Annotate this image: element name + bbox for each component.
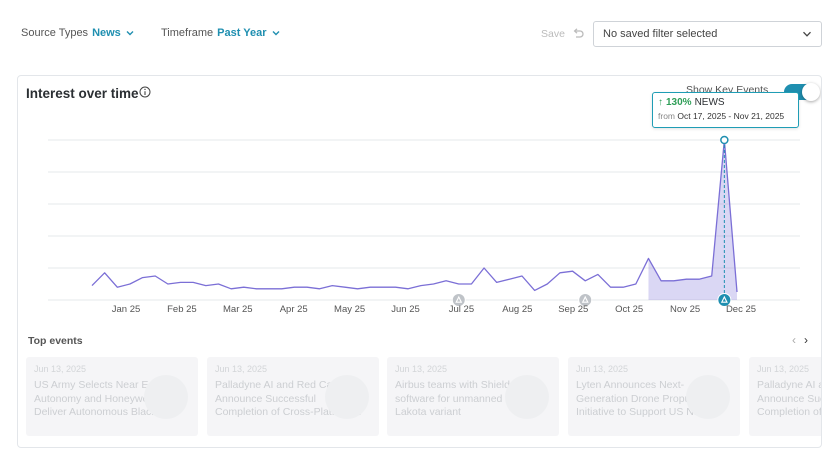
event-thumbnail (686, 375, 730, 419)
source-types-label: Source Types (21, 27, 89, 39)
chevron-down-icon (126, 31, 134, 36)
key-event-marker (717, 293, 732, 307)
event-date: Jun 13, 2025 (757, 364, 810, 374)
alert-icon (581, 295, 589, 303)
tooltip-range: Oct 17, 2025 - Nov 21, 2025 (677, 111, 785, 121)
tooltip-percent: 130% (666, 97, 692, 108)
alert-icon (720, 295, 728, 303)
event-card[interactable]: Jun 13, 2025 Lyten Announces Next-Genera… (568, 357, 740, 436)
interest-card: Interest over time Show Key Events Jan 2… (17, 75, 822, 448)
source-types-filter[interactable]: Source Types News (21, 27, 135, 39)
event-title: Lyten Announces Next-Generation Drone Pr… (576, 379, 720, 418)
save-button[interactable]: Save (541, 28, 565, 40)
tooltip-series: NEWS (694, 97, 725, 108)
event-date: Jun 13, 2025 (215, 364, 268, 374)
x-tick-label: Mar 25 (223, 304, 253, 315)
arrow-up-icon: ↑ (658, 97, 663, 108)
x-tick-label: Aug 25 (502, 304, 532, 315)
event-date: Jun 13, 2025 (34, 364, 87, 374)
x-tick-label: Dec 25 (726, 304, 756, 315)
chevron-down-icon (272, 31, 279, 36)
top-events-list: Jun 13, 2025 US Army Selects Near Earth … (26, 357, 822, 437)
timeframe-filter[interactable]: Timeframe Past Year (161, 27, 281, 39)
toggle-knob (802, 83, 820, 101)
x-tick-label: Oct 25 (615, 304, 643, 315)
event-title: US Army Selects Near Earth Autonomy and … (34, 379, 167, 418)
chevron-down-icon (803, 31, 811, 37)
info-icon[interactable] (139, 86, 151, 98)
highlight-area (648, 140, 737, 300)
x-tick-label: Nov 25 (670, 304, 700, 315)
event-date: Jun 13, 2025 (576, 364, 629, 374)
event-title: Palladyne AI and Red Cat Announce Succes… (215, 379, 362, 418)
tooltip-from-label: from (658, 111, 675, 121)
event-thumbnail (325, 375, 369, 419)
key-event-marker (451, 293, 466, 307)
event-card[interactable]: Jun 13, 2025 Airbus teams with Shield AI… (387, 357, 559, 436)
chevron-left-icon[interactable]: ‹ (792, 333, 796, 347)
event-card[interactable]: Jun 13, 2025 US Army Selects Near Earth … (26, 357, 198, 436)
saved-filter-select[interactable]: No saved filter selected (593, 21, 822, 47)
filter-bar: Source Types News Timeframe Past Year Sa… (0, 0, 840, 66)
peak-point (720, 135, 729, 145)
x-tick-label: Feb 25 (167, 304, 197, 315)
top-events-label: Top events (28, 335, 83, 347)
source-types-value: News (92, 27, 121, 39)
undo-icon[interactable] (571, 27, 585, 41)
x-tick-label: Jan 25 (112, 304, 141, 315)
key-event-marker (578, 293, 593, 307)
chevron-right-icon[interactable]: › (804, 333, 808, 347)
event-thumbnail (505, 375, 549, 419)
event-thumbnail (144, 375, 188, 419)
timeframe-value: Past Year (217, 27, 267, 39)
event-card[interactable]: Jun 13, 2025 Palladyne AI and Red Cat An… (749, 357, 822, 436)
x-tick-label: Apr 25 (280, 304, 308, 315)
x-tick-label: Jun 25 (391, 304, 420, 315)
event-card[interactable]: Jun 13, 2025 Palladyne AI and Red Cat An… (207, 357, 379, 436)
event-date: Jun 13, 2025 (395, 364, 448, 374)
event-title: Palladyne AI and Red Cat Announce Succes… (757, 379, 822, 418)
card-title: Interest over time (26, 86, 139, 101)
saved-filter-value: No saved filter selected (603, 28, 718, 40)
alert-icon (455, 295, 463, 303)
series-line-news (91, 139, 738, 293)
x-tick-label: May 25 (334, 304, 365, 315)
x-tick-label: Sep 25 (558, 304, 588, 315)
timeframe-label: Timeframe (161, 27, 214, 39)
x-tick-label: Jul 25 (449, 304, 474, 315)
interest-chart: Jan 25 Feb 25 Mar 25 Apr 25 May 25 Jun 25 Jul … (48, 135, 800, 315)
peak-tooltip: ↑ 130% NEWS from Oct 17, 2025 - Nov 21, … (652, 92, 799, 128)
